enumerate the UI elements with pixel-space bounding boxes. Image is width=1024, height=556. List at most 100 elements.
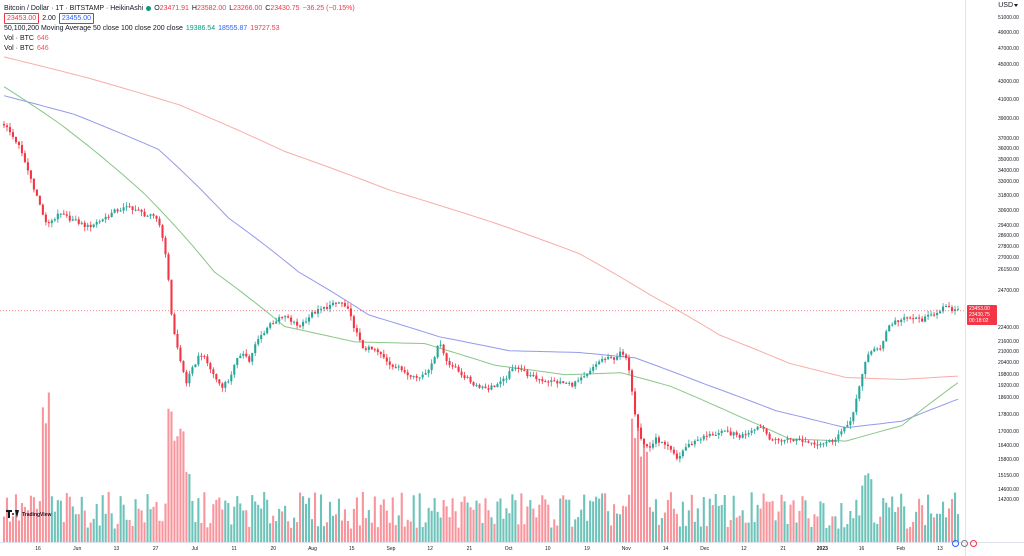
tradingview-logo[interactable]: TradingView	[6, 510, 51, 519]
currency-selector[interactable]: USD	[998, 2, 1018, 9]
volume-bar	[750, 492, 753, 542]
candle-body	[367, 346, 370, 350]
candle-body	[379, 352, 382, 355]
price-tick-label: 51000.00	[998, 15, 1019, 21]
candle-body	[302, 321, 305, 327]
volume-bar	[62, 522, 65, 542]
candle-body	[604, 358, 607, 360]
volume-bar	[601, 493, 604, 542]
volume-bar	[104, 513, 107, 542]
time-tick-label: 13	[937, 546, 943, 552]
candle-body	[816, 444, 819, 446]
candle-body	[648, 446, 652, 448]
globe-icon[interactable]	[961, 540, 968, 547]
candle-body	[305, 321, 308, 323]
candle-body	[68, 215, 71, 221]
candle-body	[373, 349, 376, 351]
candle-body	[113, 209, 116, 213]
volume-row-2[interactable]: Vol · BTC 646	[4, 43, 355, 53]
volume-bar	[813, 514, 816, 542]
candle-body	[340, 302, 343, 304]
candle-body	[391, 364, 394, 367]
candle-body	[418, 377, 421, 379]
buy-button[interactable]: 23455.00	[58, 12, 95, 24]
candle-body	[8, 127, 12, 133]
volume-bar	[128, 519, 131, 542]
candle-body	[732, 432, 735, 436]
sell-button[interactable]: 23453.00	[4, 12, 40, 24]
candle-body	[182, 361, 185, 372]
candle-body	[56, 213, 59, 220]
volume-bar	[445, 506, 448, 542]
play-icon[interactable]	[952, 540, 959, 547]
volume-bar	[14, 494, 18, 542]
candle-body	[714, 434, 717, 436]
price-tick-label: 49000.00	[998, 30, 1019, 37]
volume-bar	[349, 528, 352, 542]
candle-body	[717, 432, 720, 435]
candle-body	[89, 224, 92, 227]
candle-body	[756, 426, 759, 430]
time-tick-label: 14	[662, 546, 669, 552]
candle-body	[337, 302, 340, 304]
volume-bar	[367, 510, 370, 542]
time-tick-label: 21	[780, 546, 786, 552]
candle-body	[699, 439, 702, 441]
volume-bar	[627, 494, 631, 542]
candle-body	[185, 371, 188, 384]
volume-bar	[732, 495, 735, 542]
volume-bar	[86, 527, 89, 542]
volume-bar	[897, 507, 900, 542]
candle-body	[807, 441, 810, 443]
volume-bar	[831, 516, 834, 542]
volume-bar	[56, 500, 59, 542]
candle-body	[95, 221, 98, 225]
symbol-title[interactable]: Bitcoin / Dollar · 1T · BITSTAMP · Heiki…	[4, 4, 144, 12]
candle-body	[59, 213, 62, 215]
candle-body	[209, 363, 212, 370]
volume-bar	[864, 475, 867, 542]
price-chart[interactable]	[0, 0, 965, 542]
candle-body	[912, 318, 915, 320]
chart-pane[interactable]	[0, 0, 965, 542]
volume-bar	[663, 512, 666, 542]
volume-row[interactable]: Vol · BTC 646	[4, 33, 355, 43]
candle-body	[83, 222, 86, 227]
volume-bar	[83, 510, 86, 542]
volume-bar	[158, 520, 161, 542]
candle-body	[852, 412, 855, 422]
time-axis[interactable]: 16 Jun 13 27 Jul 11 20 Aug 15 Sep 12 21 Oct 10 19 Nov 14…	[0, 542, 965, 556]
candle-body	[568, 382, 571, 384]
price-axis[interactable]: USD 51000.00 49000.00 47000.00 45000.00 4300…	[965, 0, 1024, 542]
volume-bar	[23, 506, 26, 542]
candle-body	[116, 209, 119, 212]
time-tick-label: 12	[427, 546, 433, 552]
candle-body	[553, 380, 556, 382]
symbol-row: Bitcoin / Dollar · 1T · BITSTAMP · Heiki…	[4, 3, 355, 13]
candle-body	[708, 434, 711, 437]
volume-bar	[346, 521, 349, 542]
time-tick-label: Jun	[73, 546, 82, 552]
candle-body	[562, 381, 565, 384]
flag-icon[interactable]	[970, 540, 977, 547]
volume-bar	[735, 517, 738, 542]
volume-value-2: 646	[36, 44, 49, 52]
candle-body	[487, 388, 490, 390]
volume-bar	[293, 517, 296, 542]
candle-body	[439, 344, 442, 346]
candle-body	[729, 431, 732, 436]
ohlc-low: L23266.00	[229, 4, 263, 12]
candle-body	[278, 317, 281, 322]
ma-row[interactable]: 50,100,200 Moving Average 50 close 100 c…	[4, 23, 355, 33]
volume-bar	[915, 511, 918, 542]
volume-bar	[475, 500, 478, 542]
candle-body	[164, 237, 167, 255]
volume-bar	[526, 506, 529, 542]
volume-bar	[287, 521, 290, 542]
volume-bar	[636, 426, 640, 542]
volume-bar	[678, 526, 681, 542]
time-tick-label: 15	[348, 546, 355, 552]
volume-bar	[358, 525, 361, 542]
volume-bar	[146, 494, 149, 542]
volume-bar	[379, 504, 382, 542]
